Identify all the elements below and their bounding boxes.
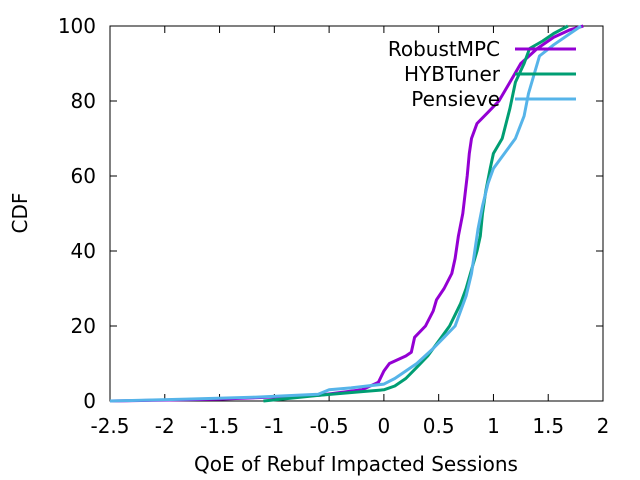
y-tick-label: 80 — [71, 89, 96, 113]
legend-label: HYBTuner — [404, 62, 501, 86]
y-tick-label: 60 — [71, 164, 96, 188]
y-tick-label: 0 — [83, 389, 96, 413]
legend-label: RobustMPC — [388, 37, 500, 61]
series-line-pensieve — [109, 24, 582, 403]
legend-label: Pensieve — [411, 87, 500, 111]
x-tick-label: -0.5 — [310, 414, 349, 438]
x-tick-label: -1.5 — [200, 414, 239, 438]
series-line-robustmpc — [109, 24, 584, 403]
x-tick-label: 0 — [378, 414, 391, 438]
x-tick-label: -1 — [264, 414, 284, 438]
y-tick-label: 100 — [58, 14, 96, 38]
x-tick-label: 2 — [597, 414, 610, 438]
x-tick-label: 0.5 — [423, 414, 455, 438]
series-group — [109, 24, 584, 403]
plot-frame — [109, 25, 604, 402]
x-tick-label: -2.5 — [90, 414, 129, 438]
y-tick-label: 40 — [71, 239, 96, 263]
x-axis-label: QoE of Rebuf Impacted Sessions — [194, 452, 518, 476]
y-axis-label: CDF — [8, 193, 32, 234]
x-tick-label: 1.5 — [532, 414, 564, 438]
x-tick-label: 1 — [487, 414, 500, 438]
y-tick-label: 20 — [71, 314, 96, 338]
x-tick-label: -2 — [155, 414, 175, 438]
